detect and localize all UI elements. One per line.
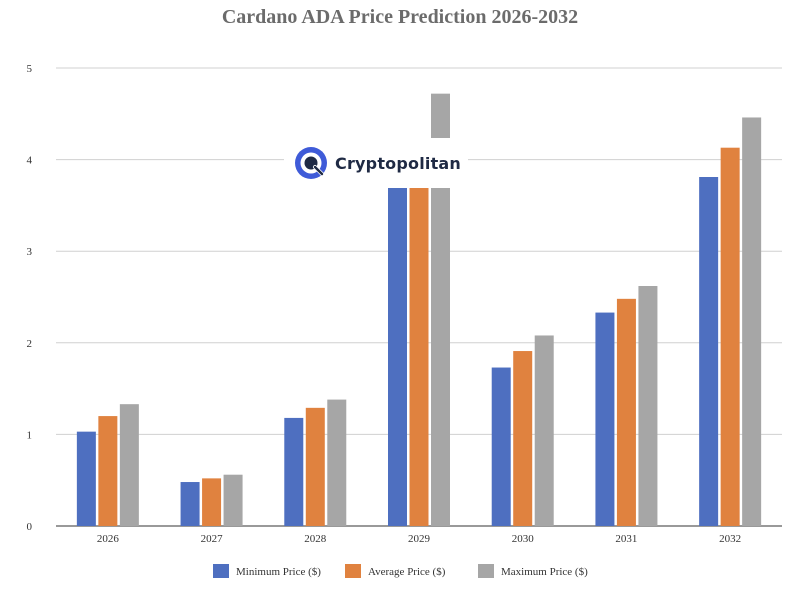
y-tick-label: 3 xyxy=(27,246,33,258)
legend-label: Minimum Price ($) xyxy=(236,566,321,578)
y-tick-label: 5 xyxy=(27,63,33,75)
y-tick-label: 1 xyxy=(27,429,33,441)
y-tick-label: 2 xyxy=(27,338,33,350)
bar-2026-series-1 xyxy=(76,431,96,526)
legend-swatch xyxy=(213,564,229,578)
bar-2032-series-1 xyxy=(699,177,719,526)
x-tick-label: 2029 xyxy=(408,533,431,545)
bar-2031-series-3 xyxy=(638,286,658,526)
bar-2032-series-3 xyxy=(742,117,762,527)
bar-2028-series-3 xyxy=(327,399,347,526)
y-tick-label: 0 xyxy=(27,521,33,533)
watermark: Cryptopolitan xyxy=(284,138,468,188)
x-tick-label: 2031 xyxy=(615,533,637,545)
bar-2026-series-2 xyxy=(98,416,118,526)
bar-2031-series-2 xyxy=(616,298,636,526)
bar-2030-series-2 xyxy=(513,351,533,526)
x-tick-label: 2030 xyxy=(512,533,535,545)
bar-2030-series-3 xyxy=(534,335,554,526)
x-tick-label: 2028 xyxy=(304,533,327,545)
chart-title: Cardano ADA Price Prediction 2026-2032 xyxy=(221,6,579,28)
cryptopolitan-logo-icon xyxy=(295,147,327,179)
y-tick-label: 4 xyxy=(27,155,33,167)
bar-2028-series-2 xyxy=(305,407,325,526)
legend-swatch xyxy=(345,564,361,578)
x-tick-label: 2032 xyxy=(719,533,741,545)
bar-2026-series-3 xyxy=(119,404,139,526)
bar-2032-series-2 xyxy=(720,147,740,526)
bar-2029-series-2 xyxy=(409,187,429,526)
bar-2029-series-1 xyxy=(388,187,407,526)
legend-label: Average Price ($) xyxy=(368,566,446,578)
legend-label: Maximum Price ($) xyxy=(501,566,588,578)
bar-2027-series-1 xyxy=(180,482,200,526)
bar-2027-series-2 xyxy=(202,478,222,526)
bar-2030-series-1 xyxy=(491,367,511,526)
x-tick-label: 2026 xyxy=(97,533,120,545)
bar-2027-series-3 xyxy=(223,474,243,526)
x-tick-label: 2027 xyxy=(201,533,224,545)
watermark-text: Cryptopolitan xyxy=(335,153,462,173)
bar-2028-series-1 xyxy=(284,417,304,526)
legend-swatch xyxy=(478,564,494,578)
bar-2029-series-3 xyxy=(431,93,450,526)
bar-2031-series-1 xyxy=(595,312,615,526)
